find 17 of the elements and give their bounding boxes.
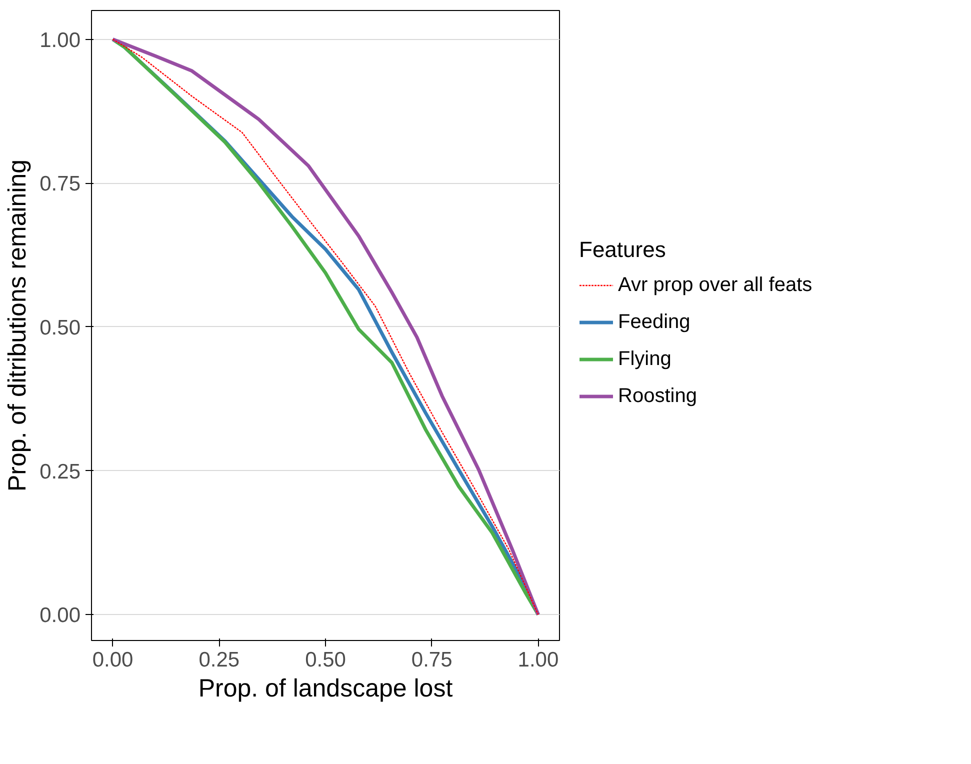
- y-tick-label: 0.25: [40, 460, 81, 484]
- x-tick-label: 0.25: [198, 648, 240, 672]
- x-axis-title: Prop. of landscape lost: [198, 674, 453, 702]
- y-tick-label: 0.50: [40, 316, 81, 340]
- x-tick-label: 0.75: [411, 648, 452, 672]
- y-tick-label: 0.00: [40, 604, 81, 628]
- legend-label: Avr prop over all feats: [618, 274, 812, 296]
- y-tick-label: 0.75: [40, 172, 81, 196]
- x-tick-label: 1.00: [518, 648, 559, 672]
- y-tick-label: 1.00: [40, 28, 81, 52]
- x-tick-label: 0.50: [305, 648, 346, 672]
- legend-label: Roosting: [618, 384, 697, 408]
- y-axis-title: Prop. of ditributions remaining: [4, 159, 32, 492]
- legend-title: Features: [579, 237, 667, 263]
- legend-label: Flying: [618, 348, 672, 370]
- x-tick-label: 0.00: [92, 648, 134, 672]
- legend-label: Feeding: [618, 310, 690, 334]
